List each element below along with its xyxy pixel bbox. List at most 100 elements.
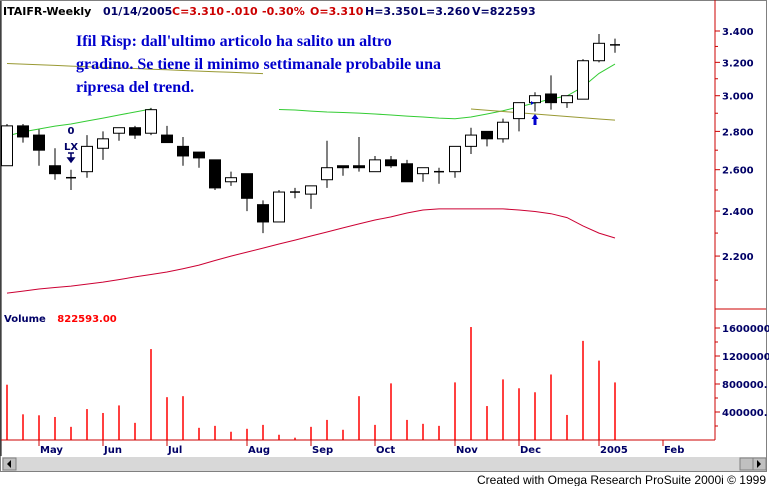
signal-count: 0	[68, 126, 75, 137]
footer-credit: Created with Omega Research ProSuite 200…	[477, 473, 766, 486]
candle	[321, 140, 333, 188]
candle-body	[385, 159, 397, 167]
candle	[257, 200, 269, 234]
candle-body	[545, 93, 557, 104]
candle-body	[593, 42, 605, 62]
candle	[49, 148, 61, 180]
candle	[209, 159, 221, 190]
price-tick-label: 2.400	[722, 207, 754, 218]
annotation-text: Ifil Risp: dall'ultimo articolo ha salit…	[76, 33, 441, 96]
candle-body	[193, 151, 205, 159]
candle	[81, 135, 93, 178]
indicator-line-0	[6, 108, 152, 137]
date-tick-label: Jul	[167, 445, 182, 456]
volume-header-label: V=822593	[472, 5, 536, 18]
indicator-line-1	[470, 108, 616, 121]
candle-body	[449, 145, 461, 173]
candle	[1, 124, 13, 167]
scrollbar-thumb[interactable]	[739, 457, 754, 471]
candle-body	[225, 177, 237, 183]
candle	[529, 92, 541, 112]
signal-markers: 0 LX	[64, 101, 539, 164]
candle	[449, 145, 461, 178]
candle-body	[161, 134, 173, 144]
candle	[129, 125, 141, 139]
date-tick-label: Dec	[520, 445, 541, 456]
annotation-line-2: gradino. Se tiene il minimo settimanale …	[76, 56, 441, 73]
candle	[610, 38, 620, 53]
indicator-line-0	[278, 63, 616, 120]
volume-axis: 1600000 1200000 800000. 400000.	[715, 324, 769, 427]
candle	[513, 102, 525, 132]
candle-body	[401, 163, 413, 183]
annotation-line-1: Ifil Risp: dall'ultimo articolo ha salit…	[76, 33, 392, 50]
candle-body	[33, 134, 45, 151]
volume-tick-label: 800000.	[722, 380, 768, 391]
candle	[290, 187, 300, 199]
candle-body	[273, 191, 285, 223]
candle	[369, 155, 381, 173]
price-tick-label: 3.200	[722, 58, 754, 69]
candle	[337, 165, 349, 176]
candle	[417, 167, 429, 182]
candle	[385, 155, 397, 168]
entry-marker-icon	[531, 101, 534, 105]
candle	[161, 125, 173, 144]
candle-body	[113, 127, 125, 134]
horizontal-scrollbar[interactable]	[2, 457, 767, 471]
volume-tick-label: 400000.	[722, 408, 768, 419]
date-tick-label: Sep	[312, 445, 333, 456]
candle	[177, 136, 189, 166]
candle-body	[529, 95, 541, 104]
price-tick-label: 3.000	[722, 92, 754, 103]
date-tick-label: Feb	[664, 445, 684, 456]
candle	[273, 189, 285, 223]
candle	[497, 118, 509, 143]
candle-body	[497, 121, 509, 140]
high-label: H=3.350	[365, 5, 419, 18]
price-axis: 3.400 3.200 3.000 2.800 2.600 2.400 2.200	[715, 27, 754, 281]
candle-body	[369, 159, 381, 173]
price-tick-label: 3.400	[722, 27, 754, 38]
candle	[193, 151, 205, 168]
candlestick-series	[1, 34, 620, 234]
volume-value: 822593.00	[57, 314, 117, 325]
candle-body	[305, 185, 317, 195]
candle-body	[97, 138, 109, 149]
date-label: 01/14/2005	[103, 5, 172, 18]
price-tick-label: 2.800	[722, 127, 754, 138]
change-label: -.010	[226, 5, 258, 18]
candle-body	[209, 159, 221, 189]
date-tick-label: Aug	[248, 445, 270, 456]
change-pct-label: -0.30%	[262, 5, 305, 18]
symbol-label: ITAIFR-Weekly	[3, 5, 91, 18]
candle-body	[353, 165, 365, 169]
volume-bars	[6, 327, 616, 440]
candle	[113, 127, 125, 141]
candle	[465, 127, 477, 155]
candle-body	[321, 167, 333, 181]
volume-title: Volume	[4, 314, 46, 325]
volume-tick-label: 1200000	[722, 352, 769, 363]
volume-tick-label: 1600000	[722, 324, 769, 335]
candle-body	[257, 204, 269, 223]
candle-body	[145, 109, 157, 134]
price-tick-label: 2.200	[722, 252, 754, 263]
scrollbar-track[interactable]	[2, 457, 766, 471]
indicator-lines	[6, 63, 616, 294]
signal-label-lx: LX	[64, 142, 78, 153]
candle-body	[561, 95, 573, 104]
date-tick-label: 2005	[600, 445, 628, 456]
candle	[545, 75, 557, 110]
candle	[481, 130, 493, 147]
candle	[66, 169, 76, 190]
volume-panel-label: Volume 822593.00	[4, 314, 117, 325]
date-tick-label: May	[40, 445, 63, 456]
arrow-left-icon	[7, 460, 11, 468]
candle	[145, 107, 157, 136]
candle	[33, 129, 45, 166]
candle-body	[129, 127, 141, 136]
candle-body	[49, 165, 61, 175]
candle-body	[17, 125, 29, 138]
